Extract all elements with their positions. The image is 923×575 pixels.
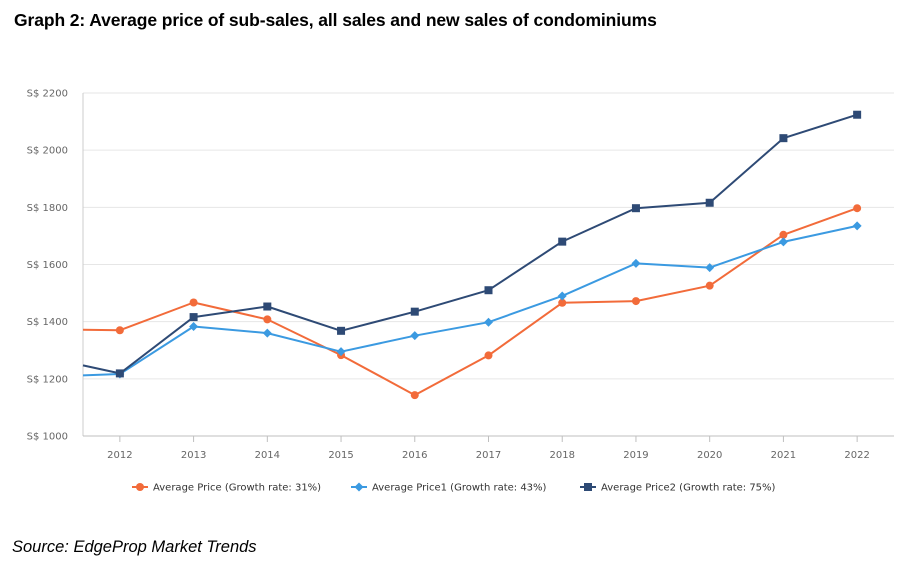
x-tick-label: 2014 — [255, 450, 280, 461]
data-point — [853, 204, 862, 213]
data-point — [262, 328, 272, 338]
data-point — [410, 391, 419, 400]
legend-item-2: Average Price1 (Growth rate: 43%) — [351, 482, 547, 494]
y-tick-label: S$ 1600 — [27, 260, 68, 271]
series-2 — [82, 221, 862, 379]
x-tick-label: 2021 — [771, 450, 796, 461]
data-point — [631, 297, 640, 306]
legend-marker — [584, 483, 592, 491]
data-point — [189, 322, 199, 332]
data-point — [558, 237, 567, 246]
x-tick-label: 2016 — [402, 450, 427, 461]
legend-label: Average Price1 (Growth rate: 43%) — [372, 483, 547, 494]
data-point — [115, 369, 124, 378]
legend-item-1: Average Price (Growth rate: 31%) — [132, 483, 321, 494]
data-point — [631, 258, 641, 268]
series-group — [82, 110, 862, 400]
data-point — [779, 134, 788, 143]
gridlines — [82, 92, 894, 436]
data-point — [337, 326, 346, 335]
legend: Average Price (Growth rate: 31%) Average … — [132, 482, 776, 494]
data-point — [189, 313, 198, 322]
data-point — [484, 286, 493, 295]
legend-item-3: Average Price2 (Growth rate: 75%) — [580, 483, 776, 494]
data-point — [705, 198, 714, 207]
series-1 — [82, 204, 862, 400]
series-line — [82, 224, 858, 377]
series-3 — [82, 110, 862, 378]
data-point — [336, 347, 346, 357]
x-tick-label: 2018 — [550, 450, 575, 461]
y-tick-label: S$ 1200 — [27, 374, 68, 385]
data-point — [410, 307, 419, 316]
data-point — [558, 298, 567, 307]
legend-label: Average Price (Growth rate: 31%) — [153, 483, 321, 494]
x-tick-label: 2012 — [107, 450, 132, 461]
data-point — [705, 263, 715, 273]
x-axis: 2012 2013 2014 2015 2016 2017 2018 2019 2020 2021… — [83, 435, 894, 461]
data-point — [263, 315, 272, 324]
series-line — [82, 207, 858, 397]
y-tick-label: S$ 2000 — [27, 146, 68, 157]
x-tick-label: 2015 — [328, 450, 353, 461]
data-point — [853, 110, 862, 119]
x-tick-label: 2019 — [623, 450, 648, 461]
data-point — [631, 204, 640, 213]
legend-marker — [136, 483, 144, 491]
y-tick-label: S$ 1800 — [27, 203, 68, 214]
data-point — [189, 298, 198, 307]
x-tick-label: 2017 — [476, 450, 501, 461]
data-point — [484, 351, 493, 360]
source-note: Source: EdgeProp Market Trends — [12, 538, 257, 556]
x-tick-label: 2020 — [697, 450, 722, 461]
series-line — [82, 113, 858, 375]
x-tick-label: 2013 — [181, 450, 206, 461]
legend-label: Average Price2 (Growth rate: 75%) — [601, 483, 776, 494]
data-point — [484, 317, 493, 327]
data-point — [852, 221, 862, 231]
data-point — [557, 291, 567, 301]
y-tick-label: S$ 1400 — [27, 317, 68, 328]
y-tick-label: S$ 2200 — [27, 89, 68, 100]
data-point — [115, 326, 124, 335]
data-point — [778, 237, 788, 247]
data-point — [779, 230, 788, 239]
data-point — [705, 281, 714, 290]
chart-title: Graph 2: Average price of sub-sales, all… — [14, 10, 657, 30]
data-point — [263, 302, 272, 311]
x-tick-label: 2022 — [844, 450, 869, 461]
legend-marker — [354, 482, 364, 492]
y-axis-ticks: S$ 1000 S$ 1200 S$ 1400 S$ 1600 S$ 1800 S$ 20… — [27, 89, 68, 443]
data-point — [410, 331, 420, 341]
y-tick-label: S$ 1000 — [27, 432, 68, 443]
